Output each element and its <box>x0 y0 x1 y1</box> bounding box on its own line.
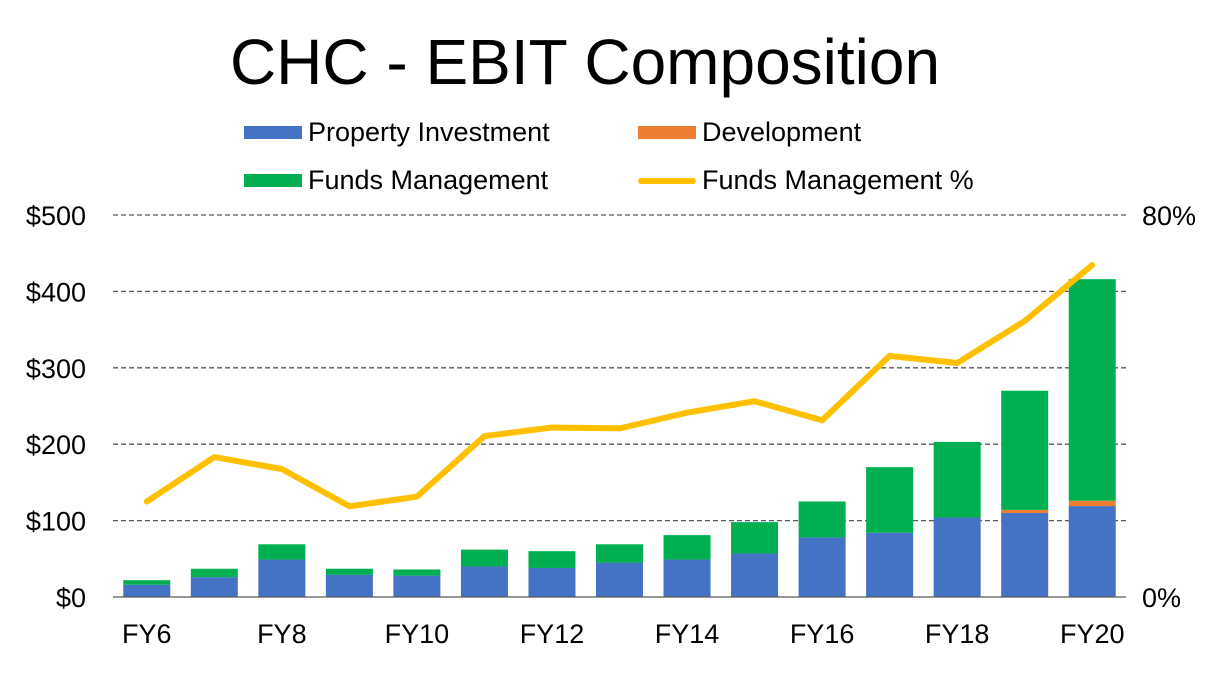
bar-property-investment <box>325 574 373 597</box>
bar-property-investment <box>866 532 914 597</box>
bar-funds-management <box>123 580 171 585</box>
legend-label: Funds Management % <box>702 165 974 195</box>
y-left-tick-label: $200 <box>26 430 86 460</box>
bar-property-investment <box>1068 506 1116 597</box>
legend-label: Funds Management <box>308 165 549 195</box>
legend-swatch-funds-management <box>244 174 302 187</box>
bar-property-investment <box>460 566 508 597</box>
bar-property-investment <box>798 537 846 597</box>
legend-item-development: Development <box>638 117 861 148</box>
bar-funds-management <box>866 467 914 533</box>
bar-property-investment <box>663 559 711 597</box>
bar-property-investment <box>1001 512 1049 597</box>
bar-property-investment <box>393 575 441 597</box>
bar-funds-management <box>731 522 779 554</box>
x-tick-label: FY16 <box>790 619 855 649</box>
legend-swatch-property-investment <box>244 126 302 139</box>
y-left-tick-label: $400 <box>26 277 86 307</box>
y-left-tick-label: $0 <box>56 583 86 613</box>
bar-funds-management <box>798 501 846 538</box>
bar-property-investment <box>596 562 643 597</box>
x-tick-label: FY10 <box>385 619 450 649</box>
y-right-tick-label: 0% <box>1142 583 1181 613</box>
chart-title: CHC - EBIT Composition <box>229 26 941 98</box>
line-funds-management-pct <box>143 262 1096 510</box>
bar-funds-management <box>460 549 508 567</box>
bar-funds-management <box>528 551 576 568</box>
bar-development <box>1001 509 1049 513</box>
y-right-tick-label: 80% <box>1142 201 1196 231</box>
legend-item-funds-management-pct: Funds Management % <box>638 165 974 196</box>
x-tick-label: FY8 <box>257 619 307 649</box>
x-tick-label: FY12 <box>520 619 585 649</box>
bar-property-investment <box>731 553 779 597</box>
bar-funds-management <box>258 544 306 560</box>
legend-item-funds-management: Funds Management <box>244 165 548 196</box>
x-tick-label: FY20 <box>1060 619 1125 649</box>
bar-property-investment <box>528 567 576 597</box>
y-left-tick-label: $100 <box>26 507 86 537</box>
x-tick-label: FY18 <box>925 619 990 649</box>
bar-funds-management <box>596 544 643 563</box>
bar-funds-management <box>1068 279 1116 501</box>
x-tick-label: FY6 <box>122 619 172 649</box>
legend-line-funds-management-pct <box>638 177 696 184</box>
y-left-tick-label: $300 <box>26 354 86 384</box>
bar-funds-management <box>933 441 981 518</box>
bar-funds-management <box>393 569 441 576</box>
bar-property-investment <box>258 559 306 597</box>
legend-swatch-development <box>638 126 696 139</box>
bar-property-investment <box>933 517 981 597</box>
bar-funds-management <box>663 535 711 560</box>
bar-funds-management <box>1001 390 1049 510</box>
legend-item-property-investment: Property Investment <box>244 117 550 148</box>
bar-funds-management <box>325 568 373 575</box>
x-tick-label: FY14 <box>655 619 720 649</box>
legend-label: Development <box>702 117 862 147</box>
legend-label: Property Investment <box>308 117 550 147</box>
bar-funds-management <box>190 568 238 578</box>
y-left-tick-label: $500 <box>26 201 86 231</box>
bar-property-investment <box>190 577 238 597</box>
bar-property-investment <box>123 584 171 597</box>
bar-development <box>1068 500 1116 507</box>
